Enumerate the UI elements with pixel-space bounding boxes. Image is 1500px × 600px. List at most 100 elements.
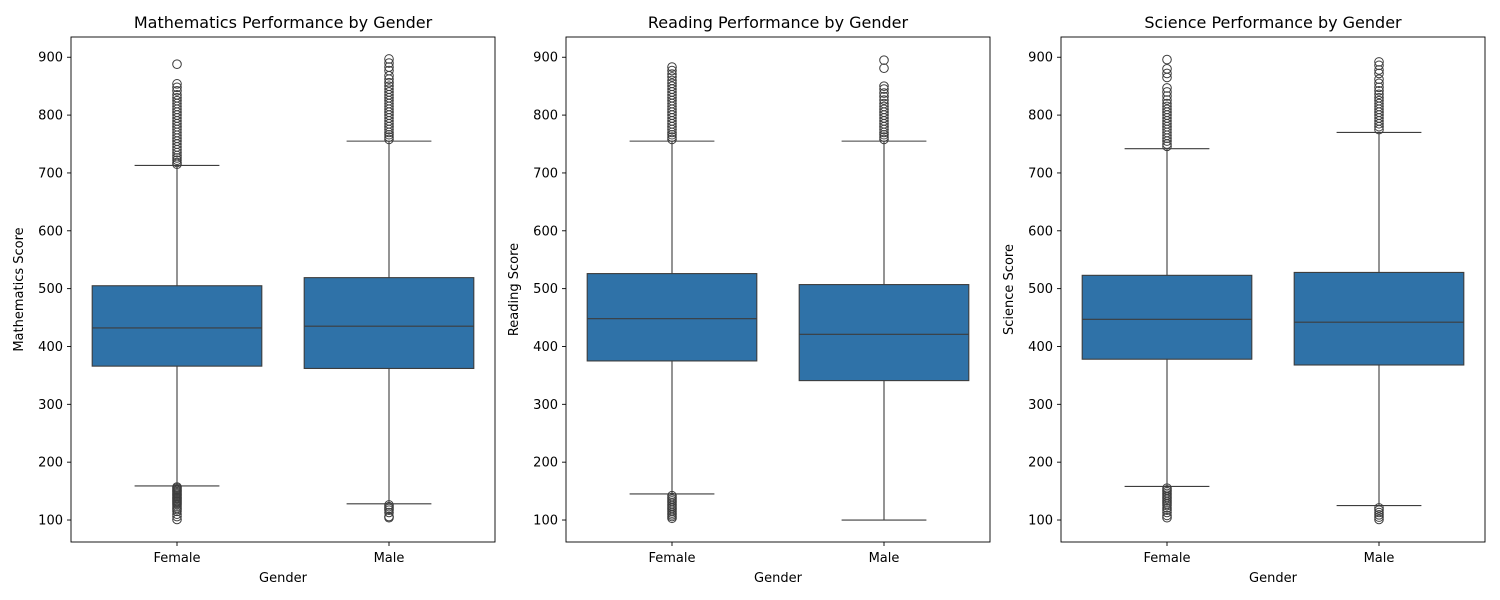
outlier-point — [667, 69, 677, 79]
outlier-point — [172, 59, 182, 69]
outlier-point — [1374, 78, 1384, 89]
y-tick-label: 800 — [533, 109, 558, 124]
outlier-point — [879, 91, 889, 102]
outlier-point — [667, 127, 677, 138]
outlier-point — [384, 70, 394, 81]
y-tick-label: 200 — [533, 456, 558, 471]
outlier-point — [667, 134, 677, 145]
outlier-point — [384, 124, 394, 135]
iqr-box — [303, 277, 475, 370]
outlier-point — [667, 490, 677, 501]
box-female — [91, 59, 263, 525]
outlier-point — [879, 55, 889, 65]
outlier-point — [384, 121, 394, 132]
y-axis-label: Science Score — [1002, 244, 1017, 335]
outlier-point — [172, 155, 182, 166]
outlier-point — [172, 153, 182, 163]
outlier-point — [879, 88, 889, 98]
y-tick-labels: 100 200 300 400 500 600 700 800 900 — [533, 51, 558, 529]
y-tick-label: 600 — [1028, 224, 1053, 239]
outlier-point — [1374, 89, 1384, 100]
outlier-point — [384, 132, 394, 142]
outlier-point — [1374, 124, 1384, 135]
y-tick-label: 400 — [1028, 340, 1053, 355]
outlier-point — [172, 514, 182, 525]
y-tick-label: 700 — [533, 166, 558, 181]
y-tick-label: 300 — [1028, 398, 1053, 413]
outlier-point — [1162, 72, 1172, 83]
outlier-point — [879, 63, 889, 74]
outlier-point — [384, 127, 394, 138]
y-tick-label: 900 — [533, 51, 558, 66]
outlier-point — [1374, 512, 1384, 522]
outlier-point — [1374, 74, 1384, 85]
outlier-point — [1162, 133, 1172, 144]
outlier-point — [1162, 136, 1172, 146]
outlier-point — [172, 82, 182, 93]
outlier-point — [1374, 514, 1384, 525]
outlier-point — [1162, 505, 1172, 515]
x-tick-label: Female — [153, 551, 200, 566]
y-tick-label: 200 — [1028, 456, 1053, 471]
outlier-point — [879, 95, 889, 105]
y-tick-label: 100 — [533, 514, 558, 529]
iqr-box — [798, 284, 970, 382]
x-tick-labels: Female Male — [1143, 551, 1394, 566]
outlier-point — [879, 134, 889, 145]
outlier-point — [172, 147, 182, 158]
axes-frame — [70, 36, 496, 543]
outlier-point — [879, 132, 889, 142]
y-tick-labels: 100 200 300 400 500 600 700 800 900 — [38, 51, 63, 529]
science-chart: Science Performance by Gender Science Sc… — [1002, 13, 1486, 586]
outlier-point — [1374, 121, 1384, 132]
outlier-point — [667, 62, 677, 72]
y-tick-label: 800 — [1028, 109, 1053, 124]
iqr-box — [1293, 271, 1465, 366]
outlier-point — [1374, 82, 1384, 93]
chart-title: Reading Performance by Gender — [648, 13, 909, 32]
outlier-point — [1162, 483, 1172, 494]
outlier-point — [172, 482, 182, 492]
outlier-point — [879, 127, 889, 138]
outlier-point — [1374, 68, 1384, 79]
outlier-point — [172, 509, 182, 520]
x-tick-labels: Female Male — [153, 551, 404, 566]
y-tick-label: 800 — [38, 109, 63, 124]
y-tick-label: 400 — [38, 340, 63, 355]
plot-area — [67, 36, 496, 546]
outlier-point — [384, 507, 394, 518]
box-female — [586, 62, 758, 524]
outlier-point — [384, 74, 394, 85]
outlier-point — [1162, 503, 1172, 513]
outlier-point — [1374, 65, 1384, 75]
outlier-point — [879, 84, 889, 94]
outlier-point — [1374, 510, 1384, 520]
y-tick-label: 600 — [38, 224, 63, 239]
outlier-point — [667, 65, 677, 76]
outlier-point — [384, 129, 394, 140]
outlier-point — [1374, 507, 1384, 518]
outlier-point — [172, 79, 182, 89]
box-male — [303, 54, 475, 523]
axes-frame — [1060, 36, 1486, 543]
y-tick-labels: 100 200 300 400 500 600 700 800 900 — [1028, 51, 1053, 529]
outlier-point — [1162, 91, 1172, 101]
x-tick-label: Male — [1364, 551, 1395, 566]
box-male — [1293, 57, 1465, 525]
y-tick-label: 700 — [1028, 166, 1053, 181]
outlier-point — [1162, 512, 1172, 523]
y-tick-label: 300 — [38, 398, 63, 413]
x-axis-label: Gender — [754, 571, 803, 586]
outlier-point — [1162, 95, 1172, 105]
y-tick-label: 900 — [38, 51, 63, 66]
outlier-point — [879, 124, 889, 135]
outlier-point — [1374, 503, 1384, 513]
outlier-point — [384, 77, 394, 88]
y-tick-label: 700 — [38, 166, 63, 181]
box-female — [1081, 54, 1253, 523]
x-tick-label: Female — [1143, 551, 1190, 566]
y-tick-label: 100 — [38, 514, 63, 529]
x-tick-label: Male — [869, 551, 900, 566]
iqr-box — [91, 285, 263, 367]
outlier-point — [172, 85, 182, 96]
